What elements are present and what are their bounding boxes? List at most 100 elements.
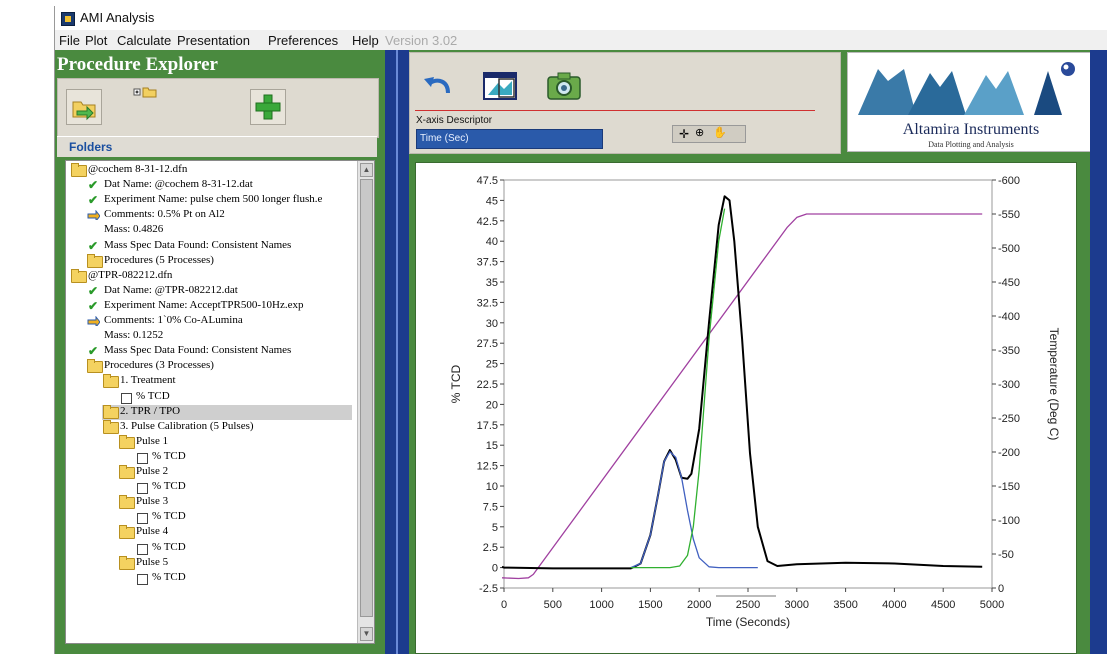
tree-item[interactable]: % TCD	[134, 480, 352, 495]
tree-item[interactable]: % TCD	[134, 571, 352, 586]
scroll-down-button[interactable]: ▼	[360, 627, 373, 641]
tree-item[interactable]: Pulse 2	[118, 465, 352, 480]
tcd-plot[interactable]: -2.5 0 2.5 5 7.5 10 12.5 15 17.5 20 22.5 25 27.5 30 32…	[415, 162, 1077, 654]
tree-scrollbar[interactable]: ▲ ▼	[357, 161, 374, 643]
tree-item-label: 2. TPR / TPO	[120, 404, 181, 417]
tree-item[interactable]: Procedures (3 Processes)	[86, 359, 352, 374]
comment-icon	[87, 210, 100, 221]
logo-company-name: Altamira Instruments	[902, 121, 1040, 138]
tree-item[interactable]: ✔ Dat Name: @cochem 8-31-12.dat	[86, 178, 352, 193]
open-folder-button[interactable]	[66, 89, 102, 125]
plot-panel: X-axis Descriptor Time (Sec) ✛ ⊕ ✋ Altam…	[409, 50, 1107, 654]
menu-plot[interactable]: Plot	[85, 33, 108, 48]
tree-item[interactable]: % TCD	[118, 390, 352, 405]
plot-window-button[interactable]	[480, 69, 520, 103]
tree-item[interactable]: Mass: 0.4826	[86, 223, 352, 238]
crosshair-icon[interactable]: ✛	[679, 127, 690, 141]
series-peak1-line	[630, 451, 758, 569]
panel-splitter[interactable]	[385, 50, 409, 654]
zoom-icon[interactable]: ⊕	[695, 127, 705, 139]
tree-item-label: Comments: 0.5% Pt on Al2	[104, 208, 225, 221]
green-plus-icon	[255, 94, 281, 120]
checkbox-icon[interactable]	[121, 392, 132, 404]
tree-item[interactable]: 3. Pulse Calibration (5 Pulses)	[102, 419, 352, 435]
tree-item[interactable]: ✔ Mass Spec Data Found: Consistent Names	[86, 239, 352, 254]
tree-item-label: Experiment Name: pulse chem 500 longer f…	[104, 193, 323, 206]
folder-open-arrow-icon	[72, 101, 96, 121]
pan-hand-icon[interactable]: ✋	[713, 127, 727, 139]
checkbox-icon[interactable]	[137, 513, 148, 525]
folder-icon	[119, 434, 135, 449]
tree-item[interactable]: Mass: 0.1252	[86, 329, 352, 344]
y2-tick-label: -550	[998, 209, 1020, 221]
explorer-toolbar	[57, 78, 379, 138]
tree-item[interactable]: 2. TPR / TPO	[102, 404, 352, 420]
expand-folders-button[interactable]	[132, 83, 158, 103]
tree-item[interactable]: Pulse 3	[118, 495, 352, 510]
procedure-explorer-panel: Procedure Explorer	[55, 50, 385, 654]
checkbox-icon[interactable]	[137, 452, 148, 464]
y2-tick-label: -350	[998, 345, 1020, 357]
procedure-tree[interactable]: @cochem 8-31-12.dfn ✔ Dat Name: @cochem 8-…	[65, 160, 375, 644]
folder-icon	[103, 374, 119, 389]
folders-tab[interactable]: Folders	[57, 136, 377, 157]
tree-item[interactable]: % TCD	[134, 450, 352, 465]
folder-icon	[71, 268, 87, 283]
undo-button[interactable]	[418, 69, 458, 103]
tree-item-label: @TPR-082212.dfn	[88, 268, 173, 281]
tree-item[interactable]: Comments: 0.5% Pt on Al2	[86, 208, 352, 223]
tree-item[interactable]: ✔ Mass Spec Data Found: Consistent Names	[86, 344, 352, 359]
snapshot-button[interactable]	[544, 69, 584, 103]
tree-item[interactable]: ✔ Experiment Name: pulse chem 500 longer …	[86, 193, 352, 208]
tree-item[interactable]: Pulse 4	[118, 525, 352, 540]
y-tick-label: -2.5	[479, 583, 498, 595]
y2-tick-label: -500	[998, 243, 1020, 255]
checkbox-icon[interactable]	[137, 483, 148, 495]
title-bar: AMI Analysis	[55, 6, 1107, 30]
x-tick-label: 2000	[687, 599, 711, 611]
tree-item[interactable]: 1. Treatment	[102, 374, 352, 389]
tree-item-label: % TCD	[152, 540, 186, 553]
tree-item-label: Pulse 2	[136, 465, 169, 477]
add-procedure-button[interactable]	[250, 89, 286, 125]
tree-item[interactable]: % TCD	[134, 541, 352, 556]
menu-presentation[interactable]: Presentation	[177, 33, 250, 48]
tree-item[interactable]: ✔ Experiment Name: AcceptTPR500-10Hz.exp	[86, 299, 352, 314]
y2-tick-label: -250	[998, 413, 1020, 425]
x-axis-descriptor-select[interactable]: Time (Sec)	[416, 129, 603, 149]
checkbox-icon[interactable]	[137, 573, 148, 585]
y-tick-label: 35	[486, 277, 498, 289]
tree-item[interactable]: @cochem 8-31-12.dfn	[70, 163, 352, 178]
tree-item[interactable]: Comments: 1`0% Co-ALumina	[86, 314, 352, 329]
y2-tick-label: 0	[998, 583, 1004, 595]
tree-item[interactable]: % TCD	[134, 510, 352, 525]
y-tick-label: 25	[486, 359, 498, 371]
x-axis-descriptor-label: X-axis Descriptor	[416, 115, 493, 126]
tree-item[interactable]: ✔ Dat Name: @TPR-082212.dat	[86, 284, 352, 299]
menu-file[interactable]: File	[59, 33, 80, 48]
scroll-up-button[interactable]: ▲	[360, 163, 373, 177]
folder-icon	[87, 359, 103, 374]
check-icon: ✔	[88, 238, 99, 253]
tree-item-label: Comments: 1`0% Co-ALumina	[104, 314, 243, 326]
x-tick-label: 2500	[736, 599, 760, 611]
menu-help[interactable]: Help	[352, 33, 379, 48]
separator-line	[415, 110, 815, 111]
tree-item-label: 3. Pulse Calibration (5 Pulses)	[120, 419, 254, 432]
y-tick-label: 15	[486, 440, 498, 452]
tree-item[interactable]: Pulse 1	[118, 434, 352, 450]
tree-item[interactable]: Pulse 5	[118, 555, 352, 571]
folder-icon	[71, 163, 87, 177]
scroll-thumb[interactable]	[360, 179, 373, 617]
tree-item[interactable]: @TPR-082212.dfn	[70, 268, 352, 284]
x-tick-label: 5000	[980, 599, 1004, 611]
checkbox-icon[interactable]	[137, 543, 148, 555]
menu-calculate[interactable]: Calculate	[117, 33, 172, 48]
y2-tick-label: -450	[998, 277, 1020, 289]
y-tick-label: 17.5	[477, 420, 498, 432]
y-tick-label: 27.5	[477, 338, 498, 350]
tree-item[interactable]: Procedures (5 Processes)	[86, 253, 352, 269]
explorer-title: Procedure Explorer	[57, 54, 218, 75]
y-tick-label: 42.5	[477, 216, 498, 228]
menu-preferences[interactable]: Preferences	[268, 33, 339, 48]
